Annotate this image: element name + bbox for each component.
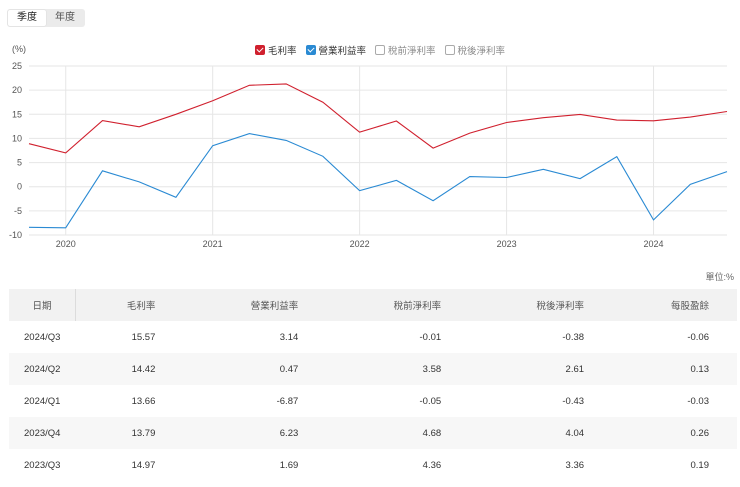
x-tick-label: 2024 (644, 239, 664, 249)
y-tick-label: 10 (12, 133, 22, 143)
cell-gross-margin: 14.42 (75, 353, 184, 385)
checkbox-checked-icon[interactable] (305, 45, 316, 55)
chart-legend: 毛利率 營業利益率 稅前淨利率 稅後淨利率 (255, 43, 505, 57)
y-tick-label: -10 (9, 230, 22, 240)
table-unit-label: 單位:% (705, 272, 734, 282)
legend-label: 營業利益率 (318, 46, 367, 57)
legend-pretax-margin[interactable]: 稅前淨利率 (375, 43, 436, 57)
cell-eps: 0.19 (690, 459, 710, 471)
cell-net-margin: 2.61 (469, 353, 613, 385)
tab-quarterly[interactable]: 季度 (8, 10, 46, 26)
cell-net-margin: 3.36 (565, 459, 585, 471)
header-net-margin: 稅後淨利率 (469, 289, 613, 321)
tab-yearly[interactable]: 年度 (55, 12, 75, 23)
cell-operating-margin: 0.47 (183, 353, 327, 385)
cell-date: 2023/Q4 (9, 417, 76, 449)
cell-eps: 0.13 (612, 353, 737, 385)
legend-gross-margin[interactable]: 毛利率 (255, 43, 297, 57)
cell-eps: -0.03 (687, 395, 709, 407)
legend-label: 稅前淨利率 (388, 46, 436, 57)
table-row: 2024/Q2 14.42 0.47 3.58 2.61 0.13 (9, 353, 737, 385)
margin-table: 日期 毛利率 營業利益率 稅前淨利率 稅後淨利率 每股盈餘 2024/Q3 15… (9, 289, 737, 481)
cell-date: 2023/Q3 (24, 459, 61, 471)
cell-gross-margin: 14.97 (131, 459, 156, 471)
header-eps: 每股盈餘 (612, 289, 737, 321)
table-row: 2024/Q1 13.66 -6.87 -0.05 -0.43 -0.03 (9, 385, 737, 417)
checkbox-checked-icon[interactable] (255, 45, 265, 55)
cell-gross-margin: 13.66 (131, 395, 156, 407)
cell-gross-margin: 15.57 (131, 331, 156, 343)
y-tick-label: 25 (12, 61, 22, 71)
header-operating-margin: 營業利益率 (183, 289, 327, 321)
cell-date: 2024/Q3 (24, 331, 61, 343)
cell-operating-margin: -6.87 (276, 395, 299, 407)
cell-gross-margin: 13.79 (75, 417, 184, 449)
legend-operating-margin[interactable]: 營業利益率 (305, 43, 367, 57)
legend-label: 毛利率 (268, 46, 297, 57)
y-tick-label: 20 (12, 85, 22, 95)
operating-margin-line (28, 133, 728, 229)
table-row: 2024/Q3 15.57 3.14 -0.01 -0.38 -0.06 (9, 321, 737, 353)
checkbox-unchecked-icon[interactable] (444, 45, 455, 55)
margin-line-chart: -10 -5 0 5 10 15 20 25 2020 2021 2022 2023 2024 (9, 61, 728, 249)
period-toggle: 季度 年度 (7, 9, 85, 27)
checkbox-unchecked-icon[interactable] (375, 45, 386, 55)
cell-pretax-margin: 4.68 (326, 417, 470, 449)
cell-pretax-margin: 3.58 (326, 353, 470, 385)
cell-operating-margin: 1.69 (279, 459, 299, 471)
cell-net-margin: 4.04 (469, 417, 613, 449)
chart-unit-label: (%) (12, 44, 26, 54)
table-row: 2023/Q3 14.97 1.69 4.36 3.36 0.19 (9, 449, 737, 481)
x-tick-label: 2022 (350, 239, 370, 249)
legend-label: 稅後淨利率 (457, 46, 506, 57)
cell-operating-margin: 3.14 (279, 331, 299, 343)
table-row: 2023/Q4 13.79 6.23 4.68 4.04 0.26 (9, 417, 737, 449)
cell-eps: -0.06 (687, 331, 709, 343)
y-tick-label: -5 (14, 206, 22, 216)
table-header-row: 日期 毛利率 營業利益率 稅前淨利率 稅後淨利率 每股盈餘 (9, 289, 737, 321)
cell-pretax-margin: -0.01 (419, 331, 442, 343)
gross-margin-line (28, 83, 728, 154)
cell-date: 2024/Q1 (24, 395, 61, 407)
cell-eps: 0.26 (612, 417, 737, 449)
cell-pretax-margin: -0.05 (419, 395, 442, 407)
y-tick-label: 0 (17, 182, 22, 192)
cell-net-margin: -0.38 (562, 331, 585, 343)
cell-date: 2024/Q2 (9, 353, 76, 385)
x-tick-label: 2023 (497, 239, 517, 249)
header-gross-margin: 毛利率 (75, 289, 184, 321)
cell-operating-margin: 6.23 (183, 417, 327, 449)
y-tick-label: 15 (12, 109, 22, 119)
legend-net-margin[interactable]: 稅後淨利率 (444, 43, 506, 57)
y-tick-label: 5 (17, 158, 22, 168)
header-pretax-margin: 稅前淨利率 (326, 289, 470, 321)
x-tick-label: 2020 (56, 239, 76, 249)
cell-pretax-margin: 4.36 (422, 459, 442, 471)
header-date: 日期 (9, 289, 76, 321)
cell-net-margin: -0.43 (562, 395, 585, 407)
x-tick-label: 2021 (203, 239, 223, 249)
